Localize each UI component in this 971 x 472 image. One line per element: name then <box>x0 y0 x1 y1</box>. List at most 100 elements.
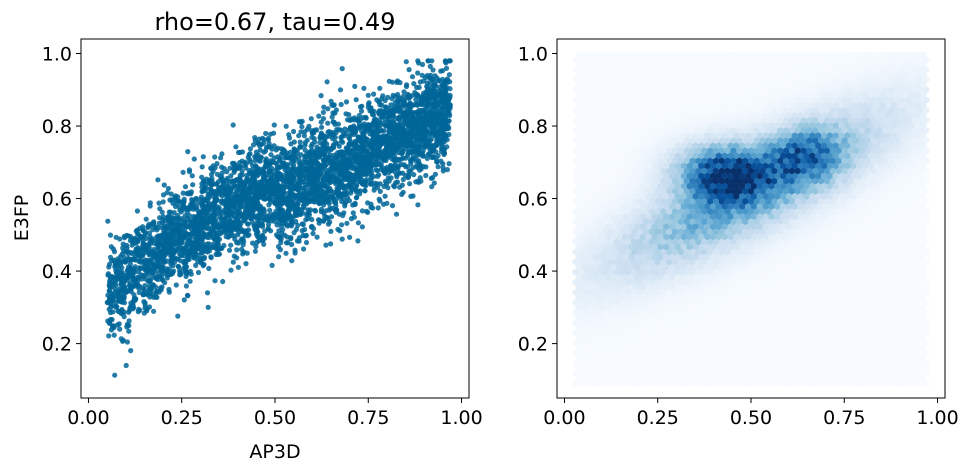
scatter-point <box>266 212 272 218</box>
scatter-point <box>406 67 412 73</box>
scatter-point <box>280 227 286 233</box>
scatter-point <box>181 235 188 241</box>
scatter-point <box>347 136 353 142</box>
scatter-point <box>260 195 266 201</box>
scatter-point <box>118 310 124 317</box>
scatter-point <box>328 228 334 234</box>
scatter-point <box>311 181 317 187</box>
scatter-point <box>133 240 139 246</box>
scatter-point <box>358 135 364 141</box>
scatter-point <box>364 208 370 214</box>
scatter-point <box>329 114 335 120</box>
scatter-point <box>334 207 340 213</box>
scatter-point <box>302 156 308 162</box>
scatter-point <box>162 230 168 236</box>
scatter-point <box>277 200 283 206</box>
scatter-point <box>415 93 421 100</box>
scatter-point <box>339 66 345 72</box>
scatter-point <box>365 163 371 169</box>
scatter-point <box>288 174 294 180</box>
scatter-point <box>234 247 240 253</box>
scatter-point <box>310 226 317 232</box>
scatter-point <box>266 169 272 175</box>
scatter-point <box>414 137 420 143</box>
scatter-point <box>124 232 130 239</box>
scatter-point <box>208 187 214 193</box>
scatter-point <box>120 275 126 281</box>
scatter-point <box>377 85 383 91</box>
scatter-point <box>164 268 170 275</box>
scatter-point <box>347 234 353 240</box>
scatter-title: rho=0.67, tau=0.49 <box>154 8 395 36</box>
scatter-point <box>271 122 277 128</box>
scatter-point <box>284 178 290 184</box>
scatter-point <box>140 224 146 230</box>
scatter-point <box>374 168 381 174</box>
scatter-point <box>283 250 289 256</box>
scatter-point <box>318 119 324 125</box>
scatter-point <box>160 217 166 223</box>
scatter-point <box>393 180 399 186</box>
scatter-point <box>288 223 295 229</box>
scatter-point <box>125 267 132 273</box>
scatter-point <box>193 251 199 257</box>
scatter-point <box>180 190 186 196</box>
scatter-point <box>368 105 374 111</box>
scatter-point <box>231 160 237 166</box>
scatter-point <box>181 297 187 303</box>
scatter-point <box>318 93 324 99</box>
scatter-point <box>296 133 302 139</box>
scatter-point <box>393 211 400 217</box>
scatter-point <box>344 190 350 196</box>
scatter-point <box>439 138 445 144</box>
scatter-point <box>159 272 165 278</box>
scatter-point <box>299 124 305 130</box>
scatter-point <box>263 156 269 162</box>
scatter-point <box>287 185 293 191</box>
scatter-point <box>225 199 231 205</box>
scatter-point <box>395 91 401 98</box>
scatter-point <box>126 287 132 293</box>
scatter-point <box>421 153 427 159</box>
scatter-y-tick-label: 0.6 <box>42 189 72 211</box>
scatter-point <box>431 144 437 151</box>
scatter-point <box>302 129 308 135</box>
scatter-point <box>154 269 160 276</box>
scatter-point <box>431 104 437 110</box>
scatter-point <box>365 92 371 98</box>
scatter-point <box>262 188 268 194</box>
scatter-y-tick-label: 1.0 <box>42 44 72 66</box>
scatter-point <box>361 85 367 91</box>
scatter-point <box>349 124 355 130</box>
scatter-point <box>265 135 271 142</box>
scatter-point <box>126 328 132 334</box>
scatter-point <box>278 239 284 246</box>
scatter-y-axis-label: E3FP <box>11 195 33 241</box>
scatter-point <box>396 144 402 150</box>
scatter-point <box>320 151 327 157</box>
scatter-point <box>337 228 343 234</box>
scatter-point <box>325 148 331 154</box>
scatter-point <box>377 188 383 194</box>
scatter-point <box>429 184 435 190</box>
scatter-point <box>121 295 127 301</box>
scatter-point <box>130 301 136 307</box>
scatter-point <box>188 231 194 237</box>
scatter-point <box>210 163 216 169</box>
scatter-x-tick-label: 0.50 <box>254 407 296 429</box>
scatter-point <box>183 283 189 289</box>
scatter-point <box>447 58 453 64</box>
scatter-point <box>186 167 192 173</box>
scatter-point <box>209 181 216 188</box>
scatter-point <box>208 255 214 261</box>
scatter-point <box>235 211 241 217</box>
scatter-point <box>126 322 132 329</box>
scatter-point <box>400 123 406 129</box>
scatter-point <box>243 189 249 195</box>
scatter-point <box>140 228 146 234</box>
scatter-point <box>219 184 225 190</box>
scatter-point <box>265 225 271 232</box>
scatter-point <box>210 211 216 217</box>
scatter-point <box>429 58 435 64</box>
scatter-x-tick-label: 0.00 <box>67 407 109 429</box>
